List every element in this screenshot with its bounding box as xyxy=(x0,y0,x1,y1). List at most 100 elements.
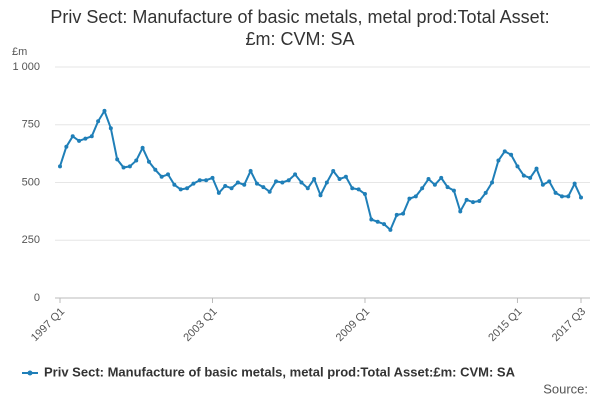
point xyxy=(331,168,336,173)
point xyxy=(312,177,317,182)
point xyxy=(159,174,164,179)
point xyxy=(254,181,259,186)
point xyxy=(77,138,82,143)
point xyxy=(509,152,514,157)
x-tick-label: 2015 Q1 xyxy=(486,306,524,344)
point xyxy=(515,164,520,169)
point xyxy=(191,181,196,186)
point xyxy=(274,179,279,184)
point xyxy=(305,186,310,191)
point xyxy=(432,182,437,187)
point xyxy=(58,164,62,169)
point xyxy=(547,179,552,184)
chart-title: Priv Sect: Manufacture of basic metals, … xyxy=(50,7,550,49)
point xyxy=(127,164,132,169)
point xyxy=(369,217,374,222)
point xyxy=(566,194,571,199)
point xyxy=(470,200,475,205)
point xyxy=(242,182,247,187)
point xyxy=(293,172,298,177)
y-tick-label: 1 000 xyxy=(12,61,40,73)
legend-marker xyxy=(27,370,33,376)
point xyxy=(70,134,75,139)
x-tick-label: 2017 Q3 xyxy=(550,306,588,344)
y-tick-label: 0 xyxy=(34,292,40,304)
point xyxy=(553,190,558,195)
point xyxy=(235,180,240,185)
y-tick-label: 750 xyxy=(22,119,40,131)
point xyxy=(572,181,577,186)
point xyxy=(451,188,456,193)
point xyxy=(229,186,234,191)
point xyxy=(458,209,463,214)
legend-label: Priv Sect: Manufacture of basic metals, … xyxy=(44,364,516,379)
point xyxy=(108,126,113,131)
point xyxy=(426,177,431,182)
point xyxy=(382,222,387,227)
point xyxy=(172,182,177,187)
point xyxy=(146,159,151,164)
point xyxy=(280,180,285,185)
point xyxy=(153,167,158,172)
point xyxy=(216,190,221,195)
x-tick-label: 1997 Q1 xyxy=(29,306,67,344)
point xyxy=(223,183,228,188)
point xyxy=(121,165,126,170)
point xyxy=(197,178,202,183)
series-line xyxy=(59,108,582,232)
point xyxy=(318,193,323,198)
point xyxy=(375,219,380,224)
point xyxy=(540,182,545,187)
x-tick-label: 2003 Q1 xyxy=(181,306,219,344)
point xyxy=(559,194,564,199)
point xyxy=(337,177,342,182)
point xyxy=(388,227,393,232)
point xyxy=(83,136,88,141)
point xyxy=(64,144,69,149)
y-tick-label: 500 xyxy=(22,176,40,188)
point xyxy=(96,119,101,124)
point xyxy=(178,187,183,192)
point xyxy=(102,108,107,113)
point xyxy=(166,172,171,177)
point xyxy=(267,189,272,194)
point xyxy=(350,186,355,191)
y-tick-label: 250 xyxy=(22,234,40,246)
point xyxy=(362,192,367,197)
point xyxy=(579,195,583,200)
point xyxy=(394,212,399,217)
point xyxy=(115,157,120,162)
point xyxy=(261,185,266,190)
point xyxy=(464,197,469,202)
point xyxy=(343,174,348,179)
point xyxy=(413,194,418,199)
source: Source: xyxy=(543,381,588,396)
point xyxy=(134,158,139,163)
point xyxy=(401,211,406,216)
point xyxy=(140,145,145,150)
point xyxy=(534,166,539,171)
point xyxy=(483,190,488,195)
point xyxy=(210,175,215,180)
point xyxy=(89,134,94,139)
point xyxy=(204,178,209,183)
point xyxy=(299,180,304,185)
y-unit: £m xyxy=(12,46,27,58)
point xyxy=(407,196,412,201)
point xyxy=(528,175,533,180)
point xyxy=(521,173,526,178)
point xyxy=(420,186,425,191)
point xyxy=(496,158,501,163)
point xyxy=(477,198,482,203)
point xyxy=(248,168,253,173)
point xyxy=(439,175,444,180)
point xyxy=(490,180,495,185)
point xyxy=(185,186,190,191)
point xyxy=(286,178,291,183)
point xyxy=(356,187,361,192)
point xyxy=(502,149,507,154)
x-tick-label: 2009 Q1 xyxy=(334,306,372,344)
point xyxy=(445,185,450,190)
